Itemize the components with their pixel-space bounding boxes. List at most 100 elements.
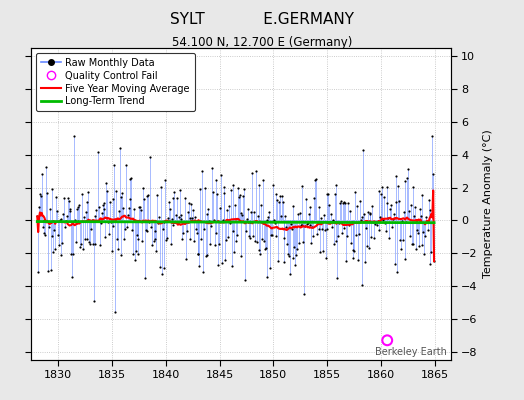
Point (174, 214, 183, 220)
Point (319, 247, 327, 254)
Point (66, 208, 74, 214)
Point (61, 224, 69, 230)
Point (353, 203, 361, 210)
Point (235, 194, 243, 200)
Point (67, 251, 75, 257)
Point (52, 193, 60, 200)
Point (373, 222, 381, 229)
Point (136, 204, 145, 210)
Point (231, 202, 239, 208)
Point (224, 234, 232, 240)
Point (307, 240, 315, 247)
Point (45, 224, 53, 230)
Point (202, 252, 211, 258)
Point (378, 184, 386, 190)
Point (263, 274, 271, 280)
Point (151, 236, 160, 242)
Point (423, 218, 431, 224)
Point (107, 247, 116, 254)
Point (90, 298, 98, 304)
Point (286, 271, 294, 278)
Point (306, 204, 314, 211)
Point (173, 220, 182, 226)
Point (374, 218, 382, 224)
Point (111, 309, 119, 316)
Point (183, 228, 191, 234)
Point (394, 182, 402, 189)
Point (283, 241, 291, 248)
Point (411, 204, 419, 210)
Point (417, 242, 425, 248)
Point (278, 199, 287, 206)
Point (40, 216, 49, 223)
Point (345, 222, 353, 228)
Point (387, 202, 395, 209)
Point (379, 216, 387, 223)
Point (352, 232, 361, 238)
Point (49, 249, 58, 256)
Point (355, 231, 363, 238)
Point (53, 208, 61, 214)
Point (282, 224, 290, 230)
Point (177, 212, 185, 218)
Point (225, 203, 233, 209)
Point (318, 226, 326, 233)
Point (123, 224, 131, 230)
Point (94, 149, 102, 155)
Point (161, 177, 170, 184)
Point (312, 176, 320, 182)
Point (368, 202, 376, 209)
Point (269, 217, 278, 224)
Point (421, 232, 429, 239)
Point (96, 242, 104, 248)
Point (100, 206, 108, 212)
Point (186, 236, 194, 242)
Point (316, 249, 324, 255)
Point (408, 241, 416, 247)
Point (181, 195, 189, 201)
Point (268, 232, 276, 238)
Point (409, 184, 418, 190)
Point (106, 199, 114, 205)
Point (95, 204, 103, 210)
Point (398, 218, 406, 224)
Point (169, 195, 178, 201)
Point (54, 242, 63, 248)
Point (96, 220, 105, 226)
Point (47, 267, 55, 274)
Point (160, 264, 169, 271)
Point (200, 226, 208, 232)
Point (68, 274, 77, 280)
Point (267, 232, 275, 238)
Point (430, 258, 438, 264)
Point (149, 218, 157, 224)
Point (410, 212, 419, 219)
Point (273, 197, 281, 203)
Point (209, 189, 217, 196)
Point (226, 186, 235, 193)
Point (56, 217, 64, 223)
Point (211, 229, 220, 236)
Point (289, 203, 298, 210)
Point (115, 208, 123, 214)
Point (71, 217, 79, 223)
Point (63, 212, 71, 219)
Point (138, 238, 146, 244)
Point (158, 271, 166, 278)
Point (127, 175, 136, 181)
Point (81, 236, 89, 242)
Point (337, 198, 345, 204)
Point (135, 204, 144, 210)
Point (350, 248, 358, 254)
Point (189, 207, 198, 214)
Point (234, 185, 242, 191)
Point (246, 219, 255, 225)
Point (331, 238, 340, 244)
Point (418, 192, 427, 198)
Point (41, 232, 49, 238)
Point (132, 248, 140, 254)
Text: SYLT            E.GERMANY: SYLT E.GERMANY (170, 12, 354, 27)
Point (237, 210, 246, 216)
Point (64, 198, 73, 204)
Point (172, 212, 180, 218)
